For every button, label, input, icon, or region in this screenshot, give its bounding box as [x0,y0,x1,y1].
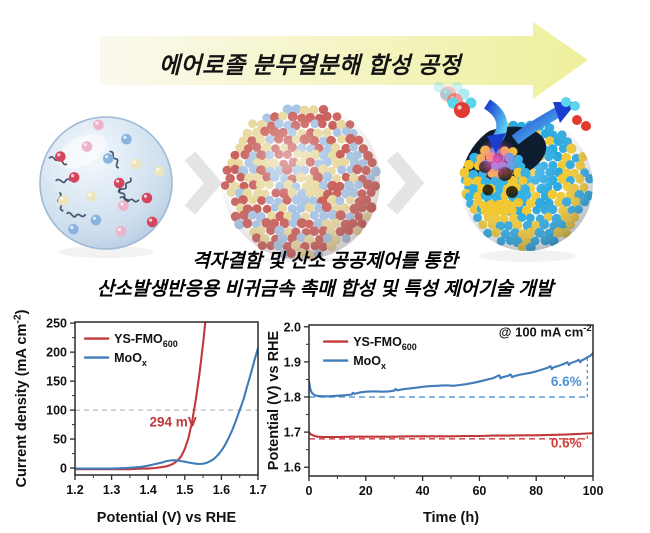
process-title-arrow [100,22,588,99]
y-tick-label: 0 [60,462,67,476]
x-axis-label: Time (h) [423,510,479,526]
x-tick-label: 1.4 [140,483,157,497]
stability-chart: 0 20 40 60 80 100 1.6 1.7 1.8 1.9 2.0 Time (h) Poten… [262,310,642,530]
x-tick-label: 80 [529,484,543,498]
y-tick-label: 200 [46,346,67,360]
legend-label: YS-FMO600 [353,335,417,352]
droplet-particle [39,116,173,250]
yolk-shell-particle [433,82,593,251]
chart-annotation: @ 100 mA cm-2 [499,323,592,340]
x-tick-label: 1.2 [66,483,83,497]
chevron-right-icon [386,151,425,215]
legend-label: MoOx [114,351,147,368]
x-tick-label: 60 [472,484,486,498]
y-tick-label: 1.6 [284,461,301,475]
stability-plot-svg: 0 20 40 60 80 100 1.6 1.7 1.8 1.9 2.0 Time (h) Poten… [266,320,604,526]
arrow-out-icon [511,106,563,145]
legend-label: YS-FMO600 [114,332,178,349]
chart-annotation: 0.6% [551,436,582,451]
y-tick-label: 1.9 [284,355,301,369]
banner-arrow-shape [100,22,588,99]
lsv-chart: 1.2 1.3 1.4 1.5 1.6 1.7 0 50 100 150 200 250 Potenti… [10,310,290,530]
x-tick-label: 40 [416,484,430,498]
caption-line-1: 격자결함 및 산소 공공제어를 통한 [192,251,458,272]
lsv-plot-svg: 1.2 1.3 1.4 1.5 1.6 1.7 0 50 100 150 200 250 Potenti… [13,310,267,526]
arrow-in-head-icon [487,133,506,154]
x-tick-label: 100 [583,484,604,498]
legend-label: MoOx [353,354,386,371]
y-tick-label: 1.8 [284,390,301,404]
y-tick-label: 100 [46,404,67,418]
water-molecule-icon [433,82,477,118]
y-tick-label: 150 [46,375,67,389]
y-tick-label: 50 [53,433,67,447]
oxygen-molecule-icon [572,115,591,131]
figure-caption: 격자결함 및 산소 공공제어를 통한 산소발생반응용 비귀금속 촉매 합성 및 … [0,248,650,304]
x-tick-label: 1.5 [176,483,193,497]
banner-title: 에어로졸 분무열분해 합성 공정 [158,52,462,78]
plot-frame [308,324,594,477]
chart-annotation: 6.6% [551,374,582,389]
hydrogen-molecule-icon [561,97,580,111]
lsv-series-1 [75,347,258,470]
x-tick-label: 1.3 [103,483,120,497]
caption-line-2: 산소발생반응용 비귀금속 촉매 합성 및 특성 제어기술 개발 [96,279,554,300]
reaction-glow [475,138,519,182]
y-axis-label: Potential (V) vs RHE [266,330,282,470]
stability-series-0 [309,431,593,439]
y-tick-label: 1.7 [284,426,301,440]
x-tick-label: 1.7 [249,483,266,497]
x-tick-label: 1.6 [213,483,230,497]
dense-bead-particle [220,102,381,260]
y-tick-label: 250 [46,317,67,331]
x-tick-label: 0 [306,484,313,498]
stability-series-1 [309,352,593,398]
chart-annotation: 294 mV [149,414,196,429]
y-axis-label: Current density (mA cm-2) [13,310,31,487]
lsv-series-0 [75,322,207,471]
y-tick-label: 2.0 [284,320,301,334]
x-axis-label: Potential (V) vs RHE [97,510,237,526]
chevron-right-icon [184,151,223,215]
process-illustration [39,82,593,262]
x-tick-label: 20 [359,484,373,498]
